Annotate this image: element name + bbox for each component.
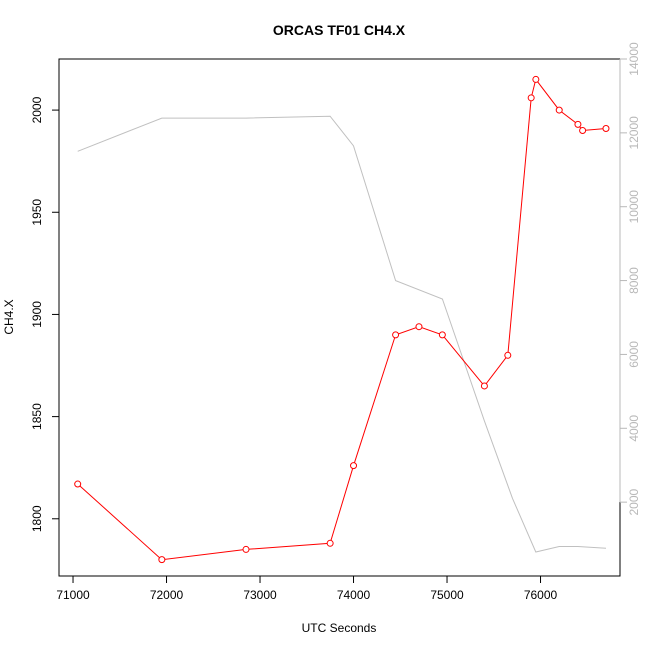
y-right-tick-label: 4000 [627,415,641,442]
data-point [415,323,423,331]
data-point [438,331,446,339]
data-point [350,462,358,470]
data-point [602,124,610,132]
gray-series-line [77,115,607,553]
data-point [392,331,400,339]
data-point [504,351,512,359]
plot-frame [58,58,621,577]
data-point [74,480,82,488]
y-axis-label: CH4.X [2,299,16,334]
y-tick-label: 1950 [30,199,44,226]
x-tick-label: 74000 [337,588,371,602]
x-tick-label: 72000 [150,588,184,602]
y-right-tick-label: 8000 [627,267,641,294]
data-point [579,127,587,135]
y-right-tick-label: 10000 [627,190,641,224]
y-tick-label: 1900 [30,301,44,328]
y-axis-right: 2000 4000 6000 8000 10000 12000 14000 [619,42,641,515]
data-point [555,106,563,114]
chart-title: ORCAS TF01 CH4.X [273,22,406,38]
series-red-line [74,75,610,564]
data-point [574,120,582,128]
y-right-tick-label: 12000 [627,116,641,150]
y-tick-label: 1800 [30,505,44,532]
y-axis-left: 1800 1850 1900 1950 2000 [30,96,60,532]
y-tick-label: 2000 [30,96,44,123]
y-right-tick-label: 14000 [627,42,641,76]
data-point [480,382,488,390]
x-tick-label: 76000 [524,588,558,602]
data-point [527,94,535,102]
red-series-line [77,78,607,561]
x-tick-label: 75000 [430,588,464,602]
data-point [242,545,250,553]
data-point [326,539,334,547]
x-tick-label: 71000 [56,588,90,602]
y-right-tick-label: 2000 [627,488,641,515]
data-point [532,75,540,83]
x-tick-label: 73000 [243,588,277,602]
x-axis: 71000 72000 73000 74000 75000 76000 [56,575,558,602]
x-axis-label: UTC Seconds [302,621,377,635]
series-gray-line [77,115,607,553]
data-point [158,556,166,564]
y-right-tick-label: 6000 [627,341,641,368]
y-tick-label: 1850 [30,403,44,430]
